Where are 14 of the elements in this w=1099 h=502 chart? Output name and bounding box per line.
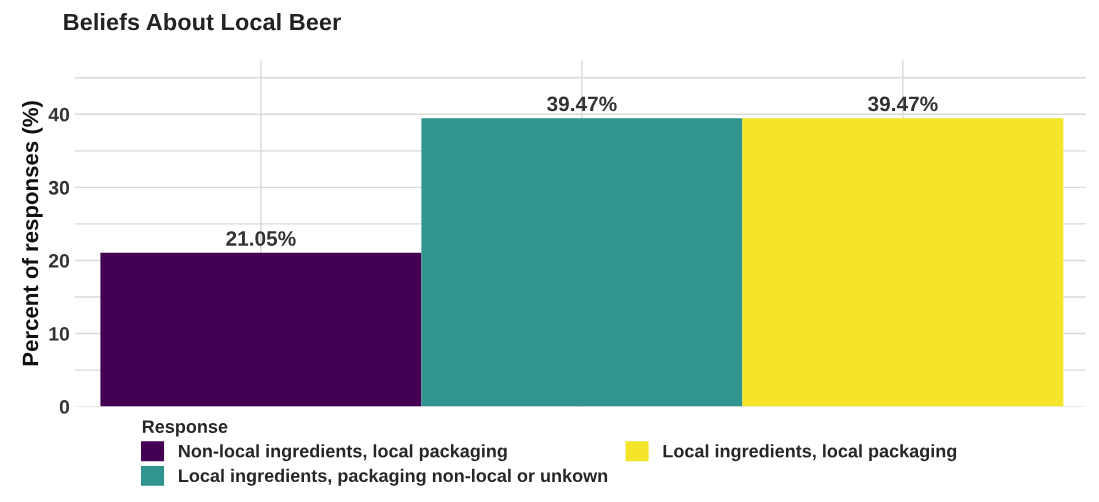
text: 39.47% <box>547 96 617 112</box>
legend-label: Local ingredients, local packaging <box>663 444 957 462</box>
y-tick-label: 30 <box>48 180 70 195</box>
y-tick-label: 40 <box>48 107 70 122</box>
y-axis-title: Percent of responses (%) <box>21 101 43 366</box>
legend-label: Local ingredients, packaging non-local or unkown <box>179 468 608 486</box>
chart-title: Beliefs About Local Beer <box>64 13 341 31</box>
text: 39.47% <box>868 96 938 112</box>
text: 21.05% <box>226 231 296 246</box>
legend-title: Response <box>142 420 228 437</box>
legend-label: Non-local ingredients, local packaging <box>179 444 507 462</box>
y-tick-label: 0 <box>59 400 70 414</box>
y-tick-label: 20 <box>48 253 70 268</box>
y-tick-label: 10 <box>49 327 70 341</box>
